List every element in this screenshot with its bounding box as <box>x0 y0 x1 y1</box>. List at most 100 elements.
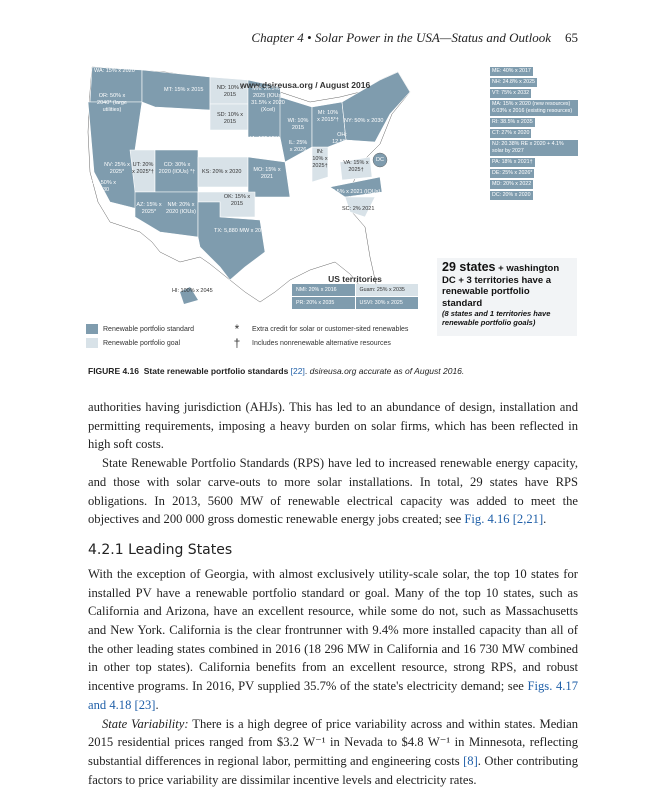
body-text-bottom: With the exception of Georgia, with almo… <box>88 565 578 789</box>
state-label: CO: 30% x 2020 (IOUs) *† <box>158 162 196 175</box>
territory-cell: Guam: 25% x 2035 <box>355 284 418 296</box>
state-label: IL: 25% x 2026 <box>288 140 308 153</box>
dagger-icon: † <box>233 336 241 350</box>
state-hi <box>180 287 198 304</box>
summary-count: 29 states <box>442 260 496 274</box>
symbol-legend: * Extra credit for solar or customer-site… <box>230 322 409 350</box>
us-map <box>87 66 411 304</box>
state-mt <box>141 69 211 111</box>
state-mi-oh <box>311 101 347 148</box>
paragraph-text: . <box>155 697 159 712</box>
state-label: OR: 50% x 2040* (large utilities) <box>97 93 127 113</box>
paragraph: State Variability: There is a high degre… <box>88 715 578 790</box>
standard-swatch <box>86 324 98 334</box>
summary-text: + washington DC + 3 territories have a r… <box>442 263 560 309</box>
northeast-labels: ME: 40% x 2017 NH: 24.8% x 2025 VT: 75% … <box>490 67 578 200</box>
northeast-label: VT: 75% x 2032 <box>490 89 532 98</box>
northeast-label: DC: 20% x 2020 <box>490 191 533 200</box>
state-nc <box>329 176 383 198</box>
state-label: ND: 10% x 2015 <box>216 85 244 98</box>
color-legend: Renewable portfolio standard Renewable p… <box>86 322 194 350</box>
northeast-label: PA: 18% x 2021† <box>490 158 535 167</box>
section-heading: 4.2.1 Leading States <box>88 541 233 558</box>
goal-swatch <box>86 338 98 348</box>
state-label: VA: 15% x 2025† <box>343 160 369 173</box>
citation-link[interactable]: [8] <box>463 753 478 768</box>
paragraph: With the exception of Georgia, with almo… <box>88 565 578 715</box>
figure-reference-link[interactable]: Figs. 4.17 and 4.18 [23] <box>88 679 578 712</box>
northeast-label: CT: 27% x 2020 <box>490 129 532 138</box>
state-label: NC: 12.5% x 2021 (IOUs) <box>318 189 381 195</box>
map-source-title: www.dsireusa.org / August 2016 <box>240 80 371 90</box>
northeast-label: RI: 38.5% x 2035 <box>490 118 535 127</box>
state-label: MN: 26.5% x 2025 (IOUs) 31.5% x 2020 (Xc… <box>251 86 285 113</box>
legend-label: Renewable portfolio goal <box>103 339 181 347</box>
state-label: HI: 100% x 2045 <box>172 288 213 294</box>
northeast-label: NJ: 20.38% RE x 2020 + 4.1% solar by 202… <box>490 140 578 156</box>
legend-label: Renewable portfolio standard <box>103 325 195 333</box>
paragraph-text: . Other contributing factors to price va… <box>88 753 578 787</box>
territory-cell: NMI: 20% x 2016 <box>292 284 355 296</box>
rps-map-figure: www.dsireusa.org / August 2016 WA: 15% x… <box>80 52 580 352</box>
figure-reference-link[interactable]: Fig. 4.16 [2,21] <box>464 512 544 527</box>
paragraph-text: With the exception of Georgia, with almo… <box>88 566 578 694</box>
state-label: NV: 25% x 2025* <box>104 162 130 175</box>
state-label: MO: 15% x 2021 <box>253 167 281 180</box>
state-label: DC <box>376 157 384 163</box>
northeast-label: ME: 40% x 2017 <box>490 67 533 76</box>
caption-reference-link[interactable]: [22] <box>290 366 305 376</box>
state-sc <box>344 196 376 218</box>
state-label: IA: 105 MW <box>250 136 279 142</box>
state-label: CA: 50% x 2030 <box>90 180 116 193</box>
paragraph: State Renewable Portfolio Standards (RPS… <box>88 454 578 529</box>
northeast-label: NH: 24.8% x 2025 <box>490 78 537 87</box>
page-number: 65 <box>565 30 578 45</box>
paragraph-text: . <box>543 512 547 527</box>
state-label: MT: 15% x 2015 <box>164 87 204 93</box>
paragraph-text: State Renewable Portfolio Standards (RPS… <box>88 456 578 527</box>
state-mo <box>247 156 291 198</box>
caption-note: dsireusa.org accurate as of August 2016. <box>309 366 465 376</box>
state-northeast <box>341 71 411 143</box>
summary-note: (8 states and 1 territories have renewab… <box>442 309 551 327</box>
state-label: OK: 15% x 2015 <box>223 194 251 207</box>
state-az-nm <box>134 191 199 238</box>
territories-table: US territories NMI: 20% x 2016 Guam: 25%… <box>292 274 418 309</box>
body-flow: authorities having jurisdiction (AHJs). … <box>88 398 578 789</box>
dc-marker <box>372 152 388 168</box>
state-label: UT: 20% x 2025*† <box>132 162 154 175</box>
state-label: SD: 10% x 2015 <box>217 112 243 125</box>
territory-cell: USVI: 30% x 2025 <box>355 297 418 309</box>
asterisk-icon: * <box>234 322 240 336</box>
state-label: IN: 10% x 2025† <box>312 149 328 169</box>
state-label: TX: 5,880 MW x 2015* <box>214 228 270 234</box>
northeast-label: MA: 15% x 2020 (new resources) 6.03% x 2… <box>490 100 578 116</box>
legend-label: Extra credit for solar or customer-sited… <box>252 325 409 333</box>
paragraph: authorities having jurisdiction (AHJs). … <box>88 400 578 452</box>
northeast-label: DE: 25% x 2026* <box>490 169 535 178</box>
state-wi-il <box>279 96 313 163</box>
state-va <box>339 156 373 181</box>
summary-box: 29 states + washington DC + 3 territorie… <box>437 258 577 336</box>
state-tx <box>197 201 266 281</box>
running-header: Chapter 4 • Solar Power in the USA—Statu… <box>251 30 578 46</box>
figure-number: FIGURE 4.16 <box>88 366 140 376</box>
legend-label: Includes nonrenewable alternative resour… <box>252 339 391 347</box>
body-text-top: authorities having jurisdiction (AHJs). … <box>88 398 578 529</box>
state-label: OH: 12.5% x 2026 <box>332 132 352 152</box>
state-label: SC: 2% 2021 <box>342 206 375 212</box>
state-regions <box>87 66 411 304</box>
chapter-title: Chapter 4 • Solar Power in the USA—Statu… <box>251 30 551 45</box>
paragraph-lead: State Variability: <box>102 716 189 731</box>
state-label: WA: 15% x 2020* <box>94 68 137 74</box>
paragraph-text: There is a high degree of price variabil… <box>88 716 578 768</box>
state-label: AZ: 15% x 2025* <box>136 202 162 215</box>
state-label: KS: 20% x 2020 <box>202 169 242 175</box>
figure-title: State renewable portfolio standards <box>143 366 289 376</box>
state-label: NM: 20% x 2020 (IOUs) <box>166 202 196 215</box>
state-label: NY: 50% x 2030 <box>344 118 384 124</box>
northeast-label: MD: 20% x 2022 <box>490 180 534 189</box>
territories-title: US territories <box>328 274 382 284</box>
territory-cell: PR: 20% x 2035 <box>292 297 355 309</box>
